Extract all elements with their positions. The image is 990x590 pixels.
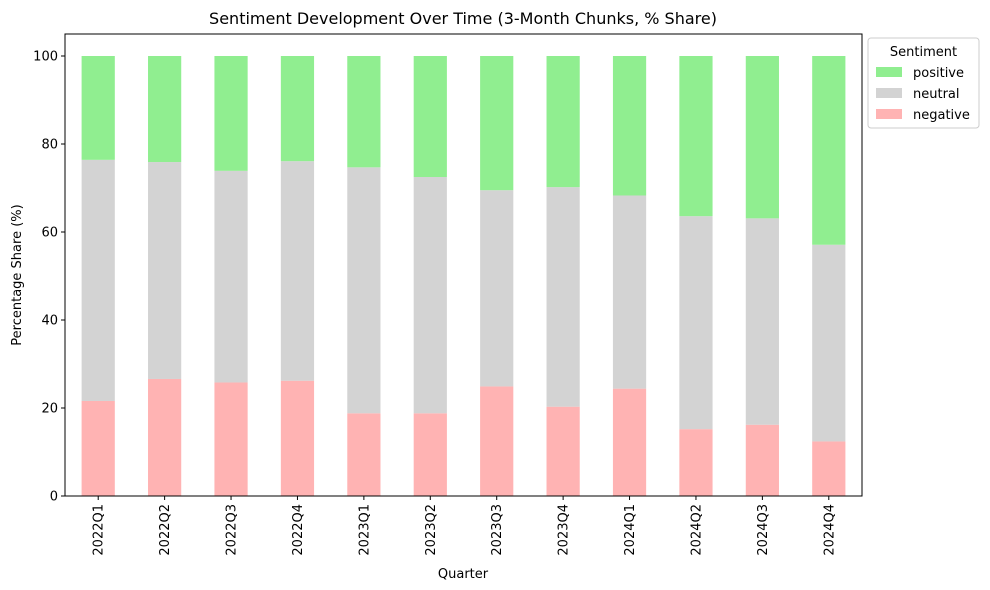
y-tick-label: 80 [41,138,58,153]
bar-positive-2024Q1 [612,56,647,196]
plot-frame [64,33,863,497]
bar-neutral-2022Q3 [214,170,248,383]
x-tick-label: 2022Q4 [291,504,306,556]
bar-positive-2023Q2 [413,56,447,177]
bar-negative-2023Q1 [347,413,381,496]
bar-negative-2024Q4 [812,441,846,496]
x-tick-label: 2023Q2 [424,504,439,556]
bar-positive-2024Q2 [679,56,713,217]
bar-positive-2024Q4 [812,56,846,245]
legend-label-neutral: neutral [913,87,960,102]
bar-positive-2022Q4 [280,56,315,162]
y-tick-label: 0 [50,490,58,505]
x-tick-label: 2024Q1 [623,504,638,556]
bar-positive-2024Q3 [745,56,779,219]
bar-neutral-2024Q3 [745,218,779,425]
bar-negative-2023Q3 [480,386,514,496]
x-tick-label: 2022Q3 [225,504,240,556]
x-tick-label: 2023Q3 [490,504,505,556]
bar-neutral-2024Q4 [812,244,846,442]
bar-neutral-2022Q2 [148,162,182,379]
bar-neutral-2023Q1 [347,167,381,414]
bar-negative-2022Q4 [280,380,315,496]
legend-box [867,37,980,129]
x-tick-label: 2022Q1 [92,504,107,556]
plot-area: 0 20 40 60 80 100 2022Q1 2022Q2 2022Q3 2022Q4 2023… [33,33,863,556]
bar-negative-2023Q2 [413,413,447,496]
bar-neutral-2024Q1 [612,195,647,389]
bar-neutral-2022Q1 [81,159,115,401]
x-tick-label: 2022Q2 [158,504,173,556]
bar-positive-2023Q3 [480,56,514,191]
bar-negative-2022Q3 [214,382,248,496]
y-axis-label: Percentage Share (%) [10,204,25,345]
y-tick-label: 20 [41,402,58,417]
x-tick-label: 2024Q3 [756,504,771,556]
x-tick-label: 2023Q4 [557,504,572,556]
bar-neutral-2022Q4 [280,161,315,381]
bar-neutral-2023Q2 [413,177,447,414]
y-tick-label: 100 [33,50,58,65]
bar-positive-2022Q3 [214,56,248,171]
bar-negative-2023Q4 [546,406,580,496]
bar-negative-2022Q1 [81,400,115,496]
bar-positive-2023Q1 [347,56,381,168]
legend-swatch-negative [876,109,902,119]
legend-label-negative: negative [913,108,970,123]
y-tick-label: 40 [41,314,58,329]
bar-positive-2023Q4 [546,56,580,188]
chart-title: Sentiment Development Over Time (3-Month… [209,9,717,28]
bar-positive-2022Q1 [81,56,115,160]
legend: Sentiment positive neutral negative [867,37,980,129]
bar-negative-2024Q1 [612,388,647,496]
bar-neutral-2024Q2 [679,216,713,430]
y-tick-label: 60 [41,226,58,241]
bar-neutral-2023Q4 [546,187,580,407]
bar-neutral-2023Q3 [480,190,514,387]
bar-positive-2022Q2 [148,56,182,163]
x-tick-label: 2023Q1 [357,504,372,556]
legend-swatch-positive [876,67,902,77]
legend-title: Sentiment [890,45,957,60]
x-axis-label: Quarter [438,567,489,582]
x-tick-label: 2024Q4 [822,504,837,556]
bar-negative-2022Q2 [148,378,182,496]
x-tick-label: 2024Q2 [689,504,704,556]
legend-swatch-neutral [876,88,902,98]
bar-negative-2024Q2 [679,429,713,496]
legend-label-positive: positive [913,66,964,81]
bar-negative-2024Q3 [745,424,779,496]
